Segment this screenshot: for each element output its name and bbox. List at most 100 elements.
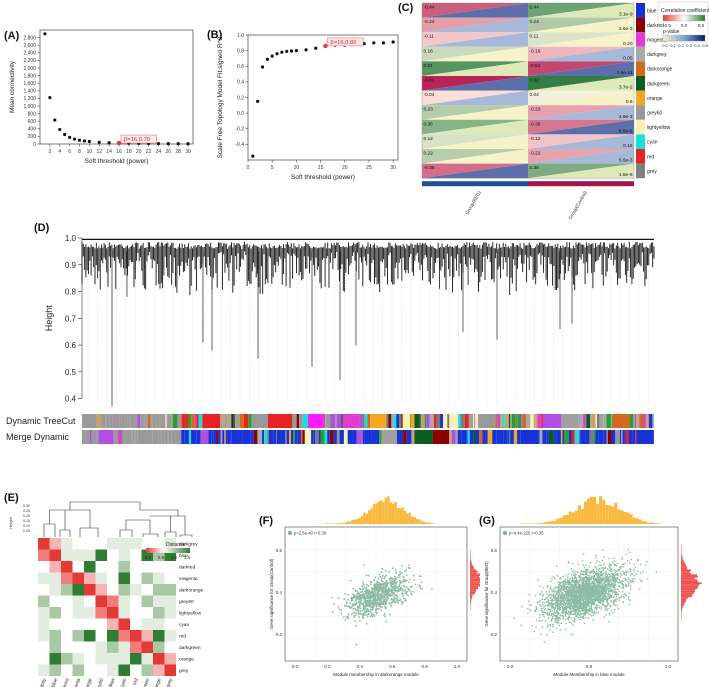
data-point xyxy=(372,41,376,45)
right-histogram-bar xyxy=(470,576,480,578)
color-row-segment xyxy=(580,430,586,444)
right-histogram-bar xyxy=(470,563,472,565)
heatmap-cell xyxy=(95,538,107,550)
color-row-segment xyxy=(553,430,555,444)
panel-label-f: (F) xyxy=(259,515,274,527)
color-row-segment xyxy=(304,430,307,444)
color-row-segment xyxy=(585,430,590,444)
x-tick-label: 18 xyxy=(126,149,132,155)
col-module-label: darkorange xyxy=(80,677,94,687)
color-row-segment xyxy=(643,414,646,428)
color-row-segment xyxy=(131,430,133,444)
top-histogram-bar xyxy=(327,523,330,524)
y-tick-label: 0.4 xyxy=(276,590,283,595)
pvalue-label: 6.8e-6 xyxy=(619,128,633,134)
color-row-segment xyxy=(653,430,654,444)
coef-label: 0.39 xyxy=(530,165,540,171)
pvalue-triangle xyxy=(528,105,634,120)
top-histogram-bar xyxy=(418,519,421,524)
heatmap-cell xyxy=(38,607,50,619)
x-tick-label: 1.0 xyxy=(454,664,461,669)
color-row-segment xyxy=(361,430,363,444)
color-row-segment xyxy=(591,414,596,428)
color-row-segment xyxy=(578,430,580,444)
right-histogram-bar xyxy=(470,585,480,587)
y-tick-label: 2,200 xyxy=(23,58,36,64)
color-row-segment xyxy=(458,414,461,428)
top-histogram-bar xyxy=(641,520,645,524)
coef-label: 0.24 xyxy=(530,19,540,25)
color-row-segment xyxy=(468,414,474,428)
color-row-segment xyxy=(497,414,501,428)
color-row-segment xyxy=(211,430,214,444)
right-histogram-bar xyxy=(470,606,471,608)
color-row-segment xyxy=(336,430,340,444)
heatmap-cell xyxy=(84,584,96,596)
right-histogram-bar xyxy=(681,610,682,612)
right-histogram-bar xyxy=(681,556,683,559)
coef-triangle xyxy=(422,61,528,76)
color-row-segment xyxy=(234,430,239,444)
heatmap-cell xyxy=(164,549,176,561)
y-tick-label: 400 xyxy=(28,127,37,133)
color-row-segment xyxy=(469,430,474,444)
top-histogram-bar xyxy=(562,515,566,524)
color-row-segment xyxy=(548,430,554,444)
right-histogram-bar xyxy=(470,583,480,586)
heatmap-cell xyxy=(61,607,73,619)
row-module-label: darkgreen xyxy=(179,645,201,651)
col-module-label: darkgreen xyxy=(138,677,151,687)
color-row-segment xyxy=(410,414,414,428)
pvalue-label: 0.05 xyxy=(623,55,633,61)
color-row-segment xyxy=(161,414,166,428)
color-row-segment xyxy=(113,430,118,444)
heatmap-cell xyxy=(61,549,73,561)
color-row-segment xyxy=(308,414,322,428)
color-row-segment xyxy=(216,430,219,444)
x-tick-label: 24 xyxy=(156,149,162,155)
color-row-segment xyxy=(231,414,234,428)
heatmap-cell xyxy=(153,561,165,573)
color-row-segment xyxy=(181,430,185,444)
chart-c-module-trait-heatmap: -0.44 0.44 3.1e-9 blue -0.24 0.24 3.6e-3 darkre… xyxy=(421,1,709,221)
heatmap-cell xyxy=(130,641,142,653)
heatmap-cell xyxy=(84,538,96,550)
top-histogram-bar xyxy=(571,512,575,524)
right-histogram-bar xyxy=(681,559,684,562)
color-row-segment xyxy=(636,414,638,428)
heatmap-cell xyxy=(141,664,153,676)
top-histogram-bar xyxy=(547,521,551,524)
pvalue-triangle xyxy=(528,163,634,179)
heatmap-cell xyxy=(141,618,153,630)
heatmap-cell xyxy=(130,607,142,619)
heatmap-cell xyxy=(107,595,119,607)
y-tick-label: 0.2 xyxy=(276,632,283,637)
row-module-label: red xyxy=(179,633,186,639)
color-row-segment xyxy=(96,414,102,428)
color-row-segment xyxy=(269,430,274,444)
color-row-segment xyxy=(619,430,622,444)
color-row-segment xyxy=(109,414,113,428)
heatmap-cell xyxy=(95,584,107,596)
color-row-segment xyxy=(391,414,394,428)
color-row-segment xyxy=(114,414,116,428)
heatmap-cell xyxy=(118,538,130,550)
color-row-segment xyxy=(546,430,549,444)
color-row-segment xyxy=(82,414,97,428)
color-row-segment xyxy=(172,414,178,428)
color-row-segment xyxy=(195,430,197,444)
module-name-label: lightyellow xyxy=(647,125,670,131)
color-row-segment xyxy=(91,430,97,444)
color-row-segment xyxy=(568,430,572,444)
heatmap-cell xyxy=(49,561,61,573)
color-row-segment xyxy=(85,430,90,444)
right-histogram-bar xyxy=(681,562,686,565)
row-module-label: darkred xyxy=(179,564,196,570)
top-histogram-bar xyxy=(556,518,560,524)
top-histogram-bar xyxy=(427,522,431,524)
x-tick-label: 30 xyxy=(185,149,191,155)
module-name-label: darkgreen xyxy=(647,81,670,87)
top-histogram-bar xyxy=(538,523,542,524)
heatmap-cell xyxy=(130,664,142,676)
y-tick-label: 2,800 xyxy=(23,35,36,41)
